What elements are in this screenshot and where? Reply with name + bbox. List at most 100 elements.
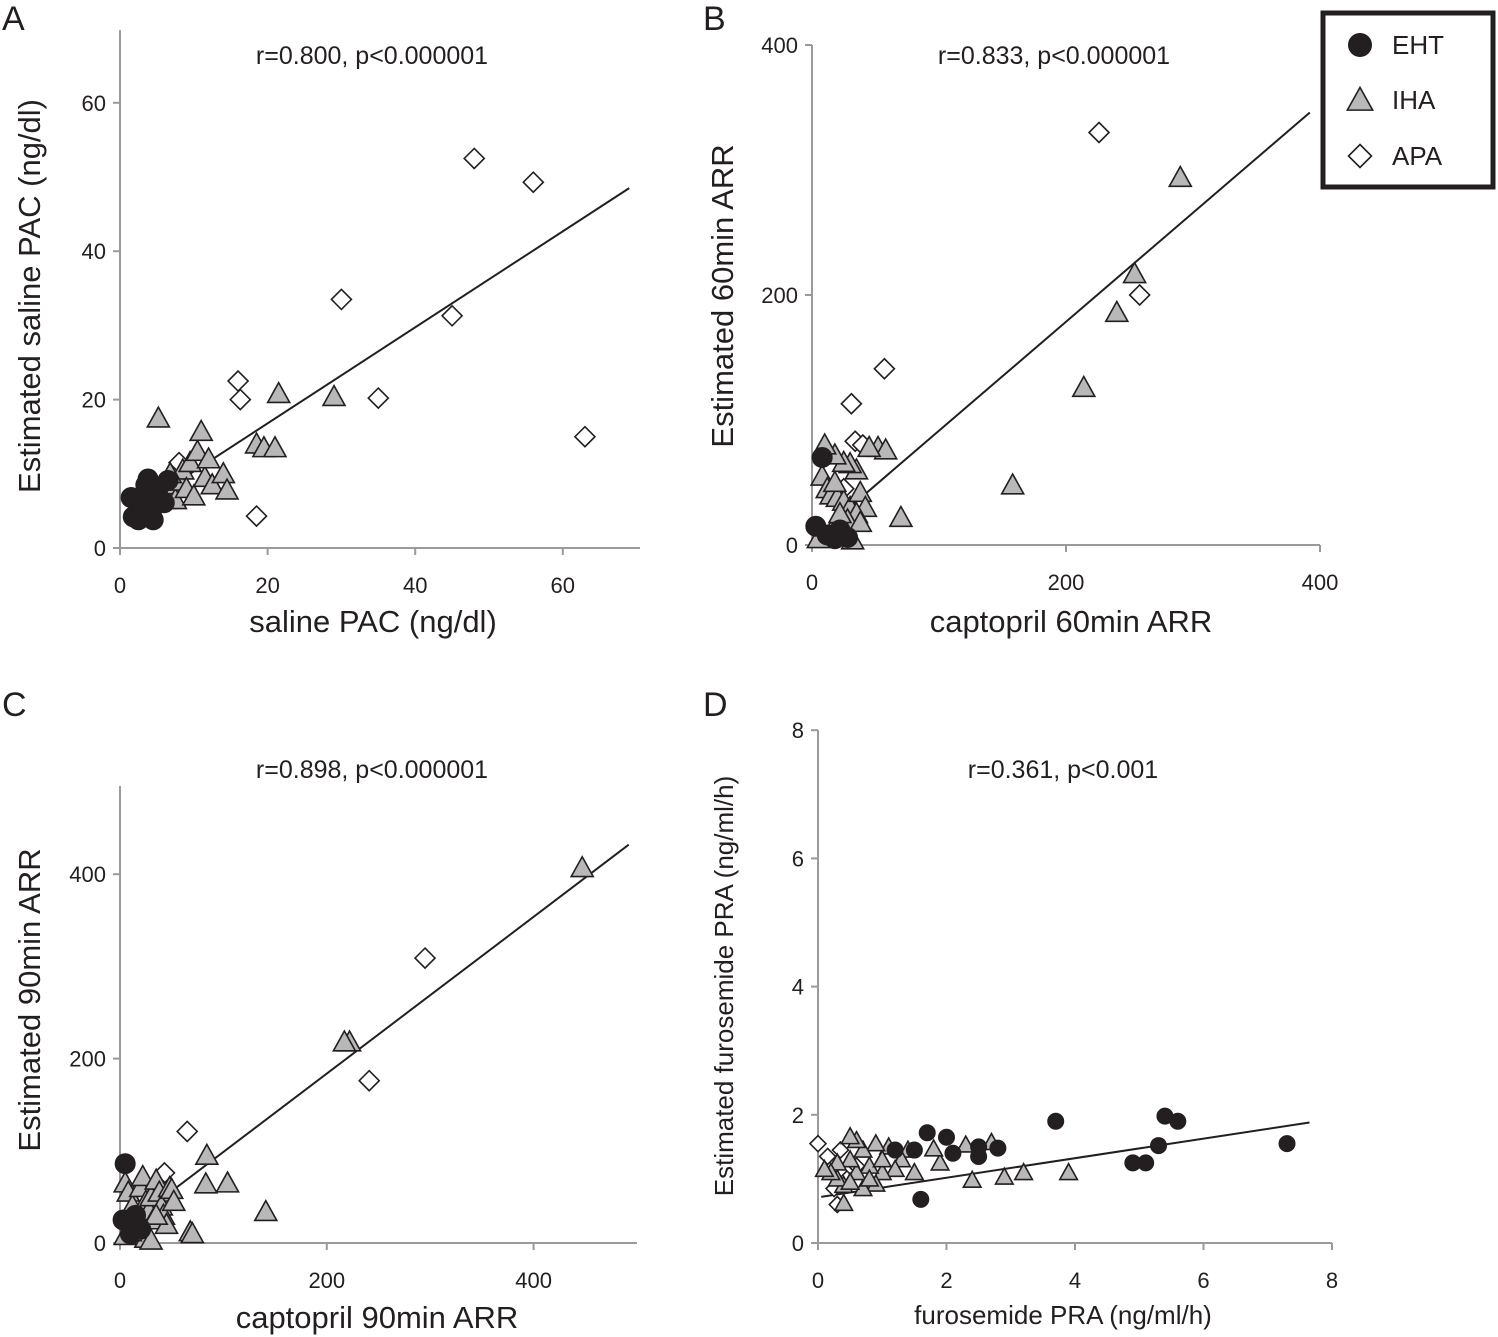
panel-c-x-label: captopril 90min ARR [236,1300,519,1335]
iha-marker [1000,472,1026,495]
iha-marker [161,1188,187,1212]
eht-marker [1137,1154,1155,1172]
x-tick-label: 400 [1302,570,1339,595]
eht-marker [886,1141,904,1159]
iha-marker [1104,299,1130,323]
apa-marker [840,392,863,415]
x-tick-label: 400 [515,1268,552,1293]
panel-c: C r=0.898, p<0.000001 captopril 90min AR… [2,686,637,1335]
iha-marker [1345,85,1375,111]
panel-d-plot: 0 2 4 6 8 0 2 4 6 8 [792,718,1338,1293]
iha-marker [1167,164,1193,188]
apa-marker [522,171,545,194]
legend-label-eht: EHT [1392,30,1444,60]
eht-marker [811,447,833,468]
y-tick-label: 8 [792,718,804,743]
iha-marker [839,1126,861,1145]
iha-marker [888,504,914,528]
panel-label-b: B [703,0,726,38]
eht-marker [938,1128,955,1146]
eht-marker [918,1124,936,1142]
x-tick-label: 0 [114,573,126,598]
panel-a-annotation: r=0.800, p<0.000001 [256,42,488,70]
iha-marker [196,446,221,469]
panel-d: D r=0.361, p<0.001 furosemide PRA (ng/ml… [703,686,1338,1330]
iha-marker [904,1162,925,1181]
apa-marker [873,357,896,380]
iha-marker [856,434,882,458]
iha-marker [214,477,240,500]
apa-marker [330,288,353,311]
y-tick-label: 2 [792,1103,804,1128]
y-tick-label: 0 [94,1231,106,1256]
iha-marker [929,1152,951,1171]
x-tick-label: 0 [806,570,818,595]
iha-marker [332,1029,357,1052]
x-tick-label: 8 [1326,1268,1338,1293]
apa-marker [413,946,437,970]
apa-marker [226,369,250,393]
panel-label-a: A [2,0,25,38]
apa-marker [229,388,252,411]
eht-marker [1348,33,1372,57]
iha-marker [833,1192,854,1212]
x-tick-label: 0 [812,1268,824,1293]
iha-marker [814,1158,835,1178]
y-tick-label: 20 [82,388,106,413]
regression-line [821,1121,1310,1198]
y-tick-label: 0 [792,1231,804,1256]
panel-d-annotation: r=0.361, p<0.001 [968,756,1158,784]
eht-marker [114,1153,136,1175]
panel-b: B r=0.833, p<0.000001 captopril 60min AR… [703,0,1338,639]
legend-label-iha: IHA [1392,85,1436,115]
panel-d-y-label: Estimated furosemide PRA (ng/ml/h) [709,776,739,1197]
panel-b-x-label: captopril 60min ARR [930,604,1213,639]
apa-marker [463,147,486,170]
iha-marker [130,1163,156,1187]
iha-marker [1071,374,1097,398]
iha-marker [321,383,347,407]
apa-marker [1128,283,1151,307]
iha-marker [185,438,210,462]
iha-marker [847,509,873,533]
x-tick-label: 4 [1069,1268,1081,1293]
y-tick-label: 400 [761,33,798,58]
x-tick-label: 6 [1197,1268,1209,1293]
iha-marker [852,1139,874,1158]
y-tick-label: 0 [786,533,798,558]
x-tick-label: 200 [1048,570,1085,595]
iha-marker [569,855,595,878]
x-tick-label: 40 [403,573,427,598]
iha-marker [962,1169,983,1189]
iha-marker [923,1138,944,1157]
iha-marker [839,1149,861,1168]
eht-marker [989,1139,1007,1157]
apa-marker [367,386,390,410]
eht-marker [1169,1112,1187,1130]
iha-marker [188,418,214,442]
iha-marker [177,450,203,473]
panel-a-x-label: saline PAC (ng/dl) [249,604,497,639]
panel-b-plot: 0 200 400 0 200 400 [761,33,1338,595]
legend: EHT IHA APA [1320,10,1496,190]
regression-line [813,111,1311,539]
x-tick-label: 60 [551,573,575,598]
iha-marker [180,1221,205,1244]
apa-marker [440,304,464,327]
iha-marker [215,1170,240,1193]
iha-marker [955,1134,976,1153]
y-tick-label: 4 [792,975,804,1000]
iha-marker [138,1227,164,1250]
eht-marker [912,1190,930,1208]
panel-d-x-label: furosemide PRA (ng/ml/h) [914,1300,1212,1330]
y-tick-label: 40 [82,239,106,264]
panel-a: A r=0.800, p<0.000001 saline PAC (ng/dl)… [2,0,640,639]
apa-marker [1347,143,1373,169]
iha-marker [193,1171,219,1194]
y-tick-label: 60 [82,91,106,116]
x-tick-label: 0 [114,1268,126,1293]
iha-marker [143,1202,169,1225]
apa-marker [176,1120,199,1143]
iha-marker [994,1166,1015,1185]
